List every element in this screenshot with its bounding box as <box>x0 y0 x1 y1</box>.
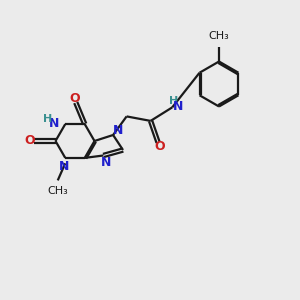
Text: N: N <box>112 124 123 137</box>
Text: N: N <box>101 156 112 169</box>
Text: H: H <box>43 114 52 124</box>
Text: O: O <box>154 140 165 154</box>
Text: N: N <box>172 100 183 113</box>
Text: O: O <box>69 92 80 104</box>
Text: O: O <box>24 134 35 148</box>
Text: H: H <box>169 96 178 106</box>
Text: CH₃: CH₃ <box>47 186 68 196</box>
Text: N: N <box>58 160 69 173</box>
Text: N: N <box>49 117 59 130</box>
Text: CH₃: CH₃ <box>208 31 230 41</box>
